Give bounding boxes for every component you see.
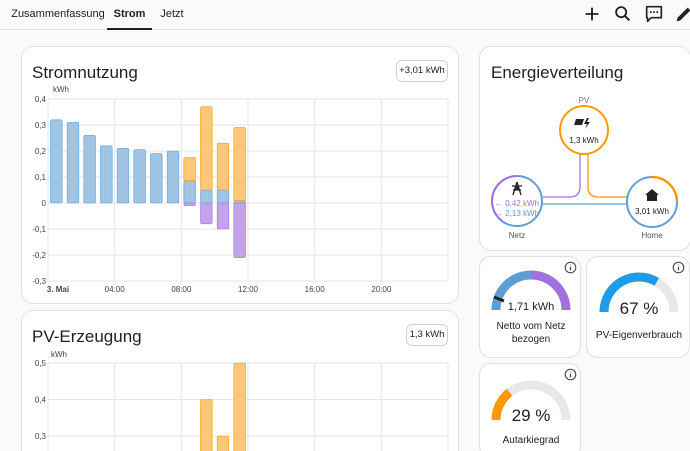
y-tick-label: 0,4	[35, 95, 47, 104]
y-axis-label: kWh	[51, 350, 67, 359]
bar	[216, 435, 230, 451]
netto-gauge	[491, 270, 571, 311]
tab-zusammenfassung[interactable]: Zusammenfassung	[11, 8, 105, 20]
solar-panel-icon	[574, 118, 590, 129]
bar	[183, 202, 196, 206]
bar	[166, 150, 180, 204]
x-tick-label: 04:00	[105, 285, 126, 294]
y-tick-label: -0,2	[32, 251, 46, 260]
bar	[200, 106, 213, 191]
transmission-tower-icon	[512, 181, 522, 196]
bar	[66, 122, 80, 204]
stromnutzung-card: Stromnutzung +3,01 kWh 0,4 0,3 0,2 0,1 0 -0,1…	[21, 46, 459, 304]
energy-flow-diagram	[491, 105, 679, 228]
search-icon[interactable]	[612, 3, 634, 25]
grid-consumption-value: → 2,13 kWh	[494, 209, 539, 218]
y-tick-label: 0,2	[35, 147, 47, 156]
y-tick-label: 0,3	[35, 121, 47, 130]
bar	[200, 189, 213, 204]
y-tick-label: 0,5	[35, 359, 47, 368]
autarkie-gauge	[491, 380, 571, 421]
bar	[83, 135, 96, 204]
bar	[183, 157, 196, 182]
chat-icon[interactable]	[643, 3, 665, 25]
bar	[200, 399, 213, 451]
card-title: Energieverteilung	[491, 63, 624, 82]
eigenverbrauch-gauge-card: 67 % PV-Eigenverbrauch	[586, 256, 690, 358]
bar	[216, 202, 230, 230]
bar	[200, 202, 213, 225]
bar	[183, 180, 196, 204]
card-title: PV-Erzeugung	[32, 327, 142, 346]
pv-chart[interactable]: 0,5 0,4 0,3 kWh	[22, 311, 459, 451]
tab-strom[interactable]: Strom	[107, 0, 152, 30]
pv-to-home-line	[587, 151, 628, 198]
x-tick-label: 16:00	[305, 285, 326, 294]
plus-icon[interactable]	[581, 3, 603, 25]
info-icon[interactable]	[564, 261, 577, 274]
eigenverbrauch-gauge	[599, 272, 679, 313]
total-badge[interactable]: +3,01 kWh	[396, 60, 448, 82]
eigenverbrauch-label: PV-Eigenverbrauch	[595, 330, 683, 341]
pv-node	[559, 105, 609, 155]
y-tick-label: -0,1	[32, 225, 46, 234]
x-tick-label: 08:00	[171, 285, 192, 294]
top-bar: Zusammenfassung Strom Jetzt	[0, 0, 690, 30]
bar	[233, 202, 246, 258]
bar	[150, 153, 163, 204]
tab-jetzt[interactable]: Jetzt	[160, 8, 184, 20]
home-label: Home	[641, 231, 663, 240]
autarkie-gauge-card: 29 % Autarkiegrad	[479, 363, 581, 451]
netto-gauge-card: 1,71 kWh Netto vom Netz bezogen	[479, 256, 581, 358]
pv-value: 1,3 kWh	[569, 136, 599, 145]
y-tick-label: -0,3	[32, 277, 46, 286]
x-tick-label: 3. Mai	[47, 285, 69, 294]
eigenverbrauch-value: 67 %	[619, 299, 659, 318]
bar	[216, 142, 230, 191]
y-tick-label: 0,4	[35, 396, 47, 405]
info-icon[interactable]	[672, 261, 685, 274]
pv-erzeugung-card: PV-Erzeugung 1,3 kWh 0,5 0,4 0,3 kWh	[21, 310, 459, 451]
pv-label: PV	[578, 96, 590, 105]
grid-return-value: ← 0,42 kWh	[494, 199, 539, 208]
x-tick-label: 20:00	[371, 285, 392, 294]
grid-label: Netz	[508, 231, 526, 240]
bar	[233, 200, 246, 204]
bar	[133, 149, 146, 204]
bar	[216, 189, 230, 204]
home-icon	[645, 189, 659, 201]
card-title: Stromnutzung	[32, 63, 138, 82]
y-tick-label: 0	[42, 199, 47, 208]
y-tick-label: 0,1	[35, 173, 47, 182]
bar	[233, 127, 246, 201]
autarkie-label: Autarkiegrad	[502, 435, 560, 446]
bar	[50, 119, 63, 204]
pv-to-grid-line	[543, 151, 581, 198]
bar	[233, 362, 246, 451]
autarkie-value: 29 %	[511, 406, 551, 425]
home-value: 3,01 kWh	[635, 207, 669, 216]
pencil-icon[interactable]	[673, 3, 690, 25]
stromnutzung-chart[interactable]: 0,4 0,3 0,2 0,1 0 -0,1 -0,2 -0,33. Mai 04:00 08:0…	[22, 47, 459, 304]
bar	[116, 148, 130, 204]
x-tick-label: 12:00	[238, 285, 259, 294]
netto-label: Netto vom Netz bezogen	[496, 321, 566, 345]
total-badge[interactable]: 1,3 kWh	[406, 324, 448, 346]
y-tick-label: 0,3	[35, 432, 47, 441]
netto-value: 1,71 kWh	[507, 301, 555, 313]
y-axis-label: kWh	[53, 85, 69, 94]
energieverteilung-card: Energieverteilung PV 1,3 kWh ← 0,42 kWh …	[479, 46, 690, 251]
bar	[100, 145, 113, 204]
info-icon[interactable]	[564, 368, 577, 381]
